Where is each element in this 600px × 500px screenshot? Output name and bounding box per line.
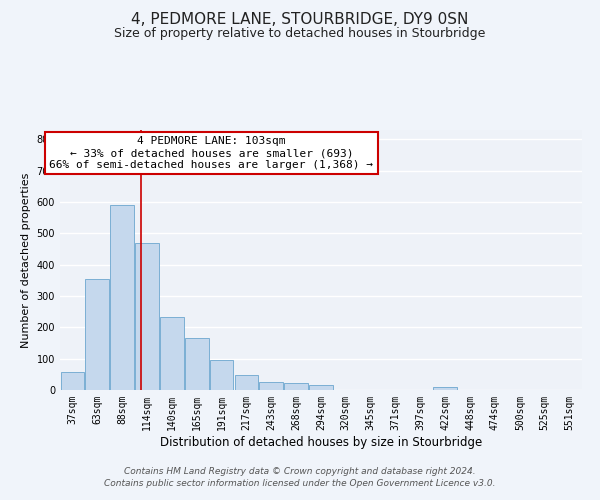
Bar xyxy=(61,372,84,390)
Text: 4, PEDMORE LANE, STOURBRIDGE, DY9 0SN: 4, PEDMORE LANE, STOURBRIDGE, DY9 0SN xyxy=(131,12,469,28)
Bar xyxy=(284,383,308,390)
Bar xyxy=(259,382,283,390)
Bar xyxy=(185,338,209,390)
Bar xyxy=(110,205,134,390)
Bar xyxy=(160,317,184,390)
Bar xyxy=(210,360,233,390)
Text: 4 PEDMORE LANE: 103sqm
← 33% of detached houses are smaller (693)
66% of semi-de: 4 PEDMORE LANE: 103sqm ← 33% of detached… xyxy=(49,136,373,170)
Bar xyxy=(135,243,159,390)
Text: Contains HM Land Registry data © Crown copyright and database right 2024.
Contai: Contains HM Land Registry data © Crown c… xyxy=(104,466,496,487)
Y-axis label: Number of detached properties: Number of detached properties xyxy=(21,172,31,348)
X-axis label: Distribution of detached houses by size in Stourbridge: Distribution of detached houses by size … xyxy=(160,436,482,448)
Bar xyxy=(85,279,109,390)
Bar xyxy=(235,376,258,390)
Bar xyxy=(433,388,457,390)
Text: Size of property relative to detached houses in Stourbridge: Size of property relative to detached ho… xyxy=(115,28,485,40)
Bar xyxy=(309,386,333,390)
